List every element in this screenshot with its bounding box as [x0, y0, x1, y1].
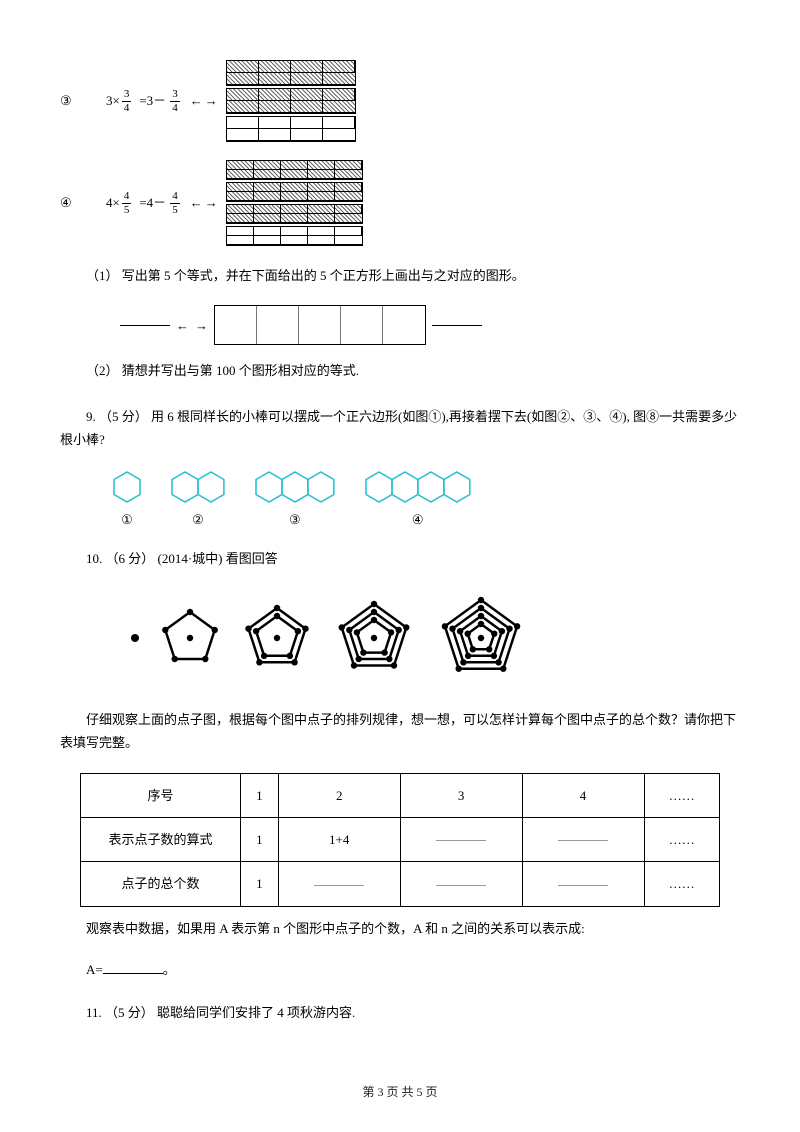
table-row: 点子的总个数 1 ……: [81, 862, 720, 906]
a-equals-line: A= 。: [60, 958, 740, 981]
below-table-text: 观察表中数据，如果用 A 表示第 n 个图形中点子的个数，A 和 n 之间的关系…: [60, 917, 740, 940]
pentagon-paragraph: 仔细观察上面的点子图，根据每个图中点子的排列规律，想一想，可以怎样计算每个图中点…: [60, 708, 740, 755]
arrow-right-icon: →: [205, 89, 218, 112]
problem-10: 10. （6 分） (2014·城中) 看图回答: [60, 547, 740, 570]
eq4-mult: 4×: [106, 191, 120, 214]
th-expr: 表示点子数的算式: [81, 817, 241, 861]
page-footer: 第 3 页 共 5 页: [0, 1082, 800, 1104]
hex-label: ①: [110, 508, 144, 531]
pentagon-row: [130, 588, 740, 689]
th-col: 1: [241, 773, 279, 817]
page-content: ③ 3× 34 =3－ 34 ← → ④ 4× 45 =4－ 45 ← → （1…: [60, 60, 740, 1025]
blank-left: [120, 325, 170, 326]
eq3-eq: =3－: [139, 89, 166, 112]
hexagon-icon: [252, 470, 338, 504]
equation-4: ④ 4× 45 =4－ 45 ← →: [60, 160, 740, 246]
eq3-grid-stack: [226, 60, 356, 142]
five-squares-row: ← →: [120, 305, 740, 345]
table-row: 表示点子数的算式 1 1+4 ……: [81, 817, 720, 861]
eq3-frac-a: 34: [120, 88, 134, 113]
five-squares: [214, 305, 426, 345]
a-suffix: 。: [163, 962, 176, 977]
th-col: 2: [278, 773, 400, 817]
arrow-left-icon: ←: [190, 191, 203, 214]
hexagon-icon: [168, 470, 228, 504]
th-col: 3: [400, 773, 522, 817]
td-blank: [522, 817, 644, 861]
th-serial: 序号: [81, 773, 241, 817]
hex-label: ②: [168, 508, 228, 531]
td-blank: [522, 862, 644, 906]
th-col: 4: [522, 773, 644, 817]
question-2-text: （2） 猜想并写出与第 100 个图形相对应的等式.: [60, 359, 740, 382]
eq4-eq: =4－: [139, 191, 166, 214]
pentagon-icon: [332, 593, 416, 677]
eq4-grid-stack: [226, 160, 363, 246]
th-total: 点子的总个数: [81, 862, 241, 906]
td: 1+4: [278, 817, 400, 861]
td: 1: [241, 817, 279, 861]
hexagon-icon: [110, 470, 144, 504]
equation-3: ③ 3× 34 =3－ 34 ← →: [60, 60, 740, 142]
a-blank: [103, 973, 163, 974]
th-col: ……: [644, 773, 720, 817]
blank-right: [432, 325, 482, 326]
eq3-frac-b: 34: [168, 88, 182, 113]
a-prefix: A=: [86, 962, 103, 977]
hexagon-icon: [362, 470, 474, 504]
pentagon-icon: [434, 588, 528, 682]
td: ……: [644, 862, 720, 906]
pentagon-icon: [158, 603, 222, 667]
hex-label: ③: [252, 508, 338, 531]
eq4-frac-b: 45: [168, 190, 182, 215]
eq4-frac-a: 45: [120, 190, 134, 215]
circled-3: ③: [60, 93, 72, 108]
arrow-left-icon: ←: [190, 89, 203, 112]
td: ……: [644, 817, 720, 861]
td: 1: [241, 862, 279, 906]
data-table: 序号 1 2 3 4 …… 表示点子数的算式 1 1+4 …… 点子的总个数 1…: [80, 773, 720, 907]
table-row: 序号 1 2 3 4 ……: [81, 773, 720, 817]
eq3-mult: 3×: [106, 89, 120, 112]
problem-11: 11. （5 分） 聪聪给同学们安排了 4 项秋游内容.: [60, 1001, 740, 1024]
arrow-right-icon: →: [195, 314, 208, 337]
pentagon-icon: [240, 598, 314, 672]
hexagon-row: ① ② ③ ④: [110, 470, 740, 531]
arrow-right-icon: →: [205, 191, 218, 214]
question-1-text: （1） 写出第 5 个等式，并在下面给出的 5 个正方形上画出与之对应的图形。: [60, 264, 740, 287]
td-blank: [278, 862, 400, 906]
arrow-left-icon: ←: [176, 314, 189, 337]
dot-icon: [130, 633, 140, 643]
circled-4: ④: [60, 195, 72, 210]
hex-label: ④: [362, 508, 474, 531]
td-blank: [400, 862, 522, 906]
problem-9: 9. （5 分） 用 6 根同样长的小棒可以摆成一个正六边形(如图①),再接着摆…: [60, 405, 740, 452]
td-blank: [400, 817, 522, 861]
